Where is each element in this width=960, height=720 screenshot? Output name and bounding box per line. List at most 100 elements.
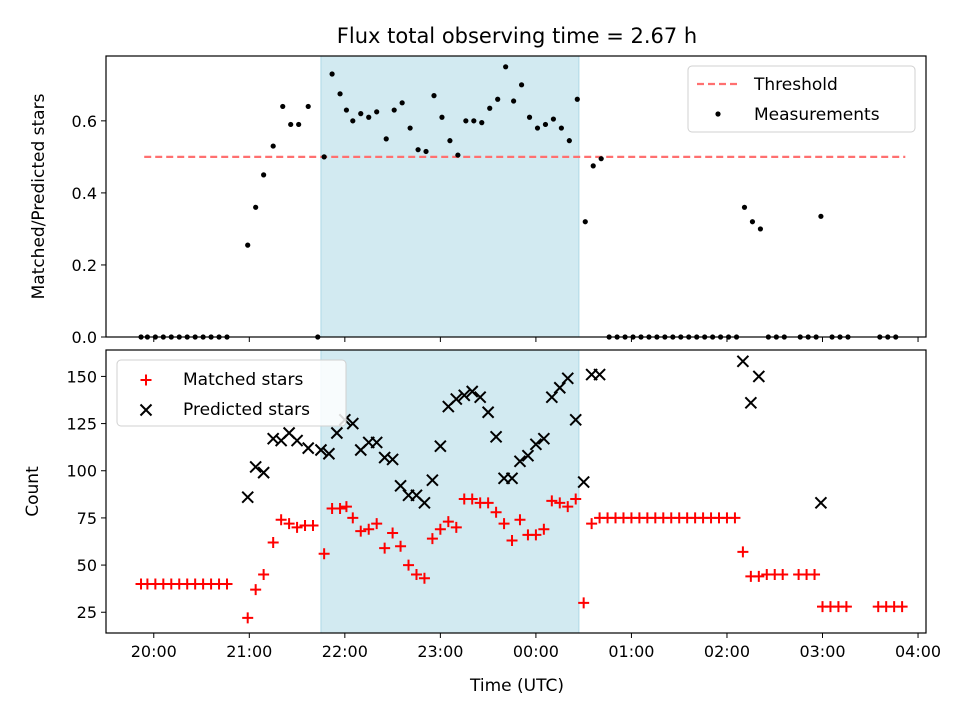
matched-star-point bbox=[250, 584, 262, 596]
bottom-axes-frame bbox=[105, 349, 927, 634]
matched-star-point bbox=[258, 569, 270, 581]
y-tick-label: 0.2 bbox=[72, 256, 97, 275]
x-tick-label: 02:00 bbox=[704, 642, 750, 661]
matched-star-point bbox=[410, 569, 422, 581]
measurement-point bbox=[582, 219, 588, 225]
measurement-point bbox=[518, 82, 525, 88]
y-tick-label: 0.6 bbox=[72, 112, 97, 131]
y-tick-label: 150 bbox=[66, 367, 97, 386]
predicted-star-point bbox=[466, 385, 479, 398]
matched-star-point bbox=[403, 559, 415, 571]
predicted-star-point bbox=[473, 390, 487, 404]
measurement-point bbox=[321, 154, 327, 160]
x-axis-label: Time (UTC) bbox=[469, 676, 564, 696]
predicted-star-point bbox=[302, 441, 315, 455]
predicted-star-point bbox=[394, 479, 407, 493]
measurement-point bbox=[383, 136, 389, 142]
top-x-ticks bbox=[153, 337, 919, 342]
measurement-point bbox=[471, 118, 477, 124]
legend-predicted-swatch bbox=[139, 403, 153, 417]
predicted-star-point bbox=[537, 432, 551, 445]
y-tick-label: 75 bbox=[77, 509, 97, 528]
y-tick-label: 100 bbox=[66, 462, 97, 481]
predicted-star-point bbox=[569, 413, 582, 427]
matched-star-point bbox=[490, 506, 502, 518]
measurement-point bbox=[463, 118, 469, 124]
predicted-star-point bbox=[481, 406, 495, 419]
matched-star-point bbox=[482, 497, 494, 509]
x-tick-label: 01:00 bbox=[608, 642, 654, 661]
measurement-point bbox=[558, 125, 564, 131]
predicted-star-point bbox=[744, 396, 758, 410]
matched-star-point bbox=[387, 527, 399, 539]
measurement-point bbox=[487, 105, 493, 111]
top-legend: Threshold Measurements bbox=[687, 65, 916, 133]
bottom-legend-box bbox=[116, 359, 347, 427]
matched-star-point bbox=[729, 512, 741, 524]
predicted-star-point bbox=[505, 472, 519, 485]
matched-star-point bbox=[809, 569, 821, 581]
predicted-star-point bbox=[330, 426, 344, 440]
measurement-point bbox=[261, 172, 267, 178]
predicted-star-point bbox=[370, 436, 383, 449]
matched-star-point bbox=[840, 601, 852, 613]
measurement-point bbox=[358, 111, 364, 117]
matched-star-point bbox=[418, 572, 430, 584]
legend-predicted-label: Predicted stars bbox=[183, 400, 310, 420]
y-tick-label: 25 bbox=[77, 603, 97, 622]
predicted-star-point bbox=[529, 438, 543, 451]
predicted-star-point bbox=[489, 430, 503, 443]
predicted-star-point bbox=[521, 449, 535, 462]
top-legend-box bbox=[687, 65, 916, 133]
matched-star-point bbox=[434, 523, 446, 535]
predicted-star-point bbox=[290, 434, 304, 447]
measurement-point bbox=[407, 125, 413, 131]
matched-star-point bbox=[334, 502, 346, 514]
matched-star-point bbox=[554, 497, 566, 509]
predicted-star-point bbox=[545, 390, 559, 404]
measurement-point bbox=[749, 219, 756, 225]
matched-star-point bbox=[498, 518, 510, 530]
ratio-panel: 0.0 0.2 0.4 0.6 Matched/Predicted stars Thr… bbox=[29, 55, 927, 347]
measurement-point bbox=[598, 156, 604, 162]
matched-star-point bbox=[242, 612, 254, 624]
matched-star-point bbox=[221, 578, 233, 590]
measurement-point bbox=[503, 64, 509, 70]
predicted-star-point bbox=[752, 370, 766, 383]
legend-matched-label: Matched stars bbox=[183, 370, 303, 390]
matched-star-point bbox=[546, 495, 558, 507]
legend-matched-swatch bbox=[140, 374, 152, 386]
measurement-point bbox=[296, 121, 302, 128]
predicted-star-point bbox=[458, 389, 471, 402]
predicted-star-point bbox=[257, 466, 270, 479]
legend-measurements-swatch bbox=[715, 111, 721, 117]
measurement-point bbox=[253, 204, 259, 210]
observing-window-shade-top bbox=[320, 55, 580, 338]
measurement-point bbox=[741, 204, 748, 210]
matched-star-point bbox=[562, 501, 574, 513]
matched-star-point bbox=[395, 540, 407, 552]
measurement-point bbox=[415, 147, 421, 153]
matched-star-point bbox=[291, 521, 303, 533]
predicted-star-point bbox=[434, 440, 447, 453]
legend-x-marker bbox=[139, 403, 153, 417]
bottom-y-ticks: 25 50 75 100 125 150 bbox=[66, 367, 106, 622]
matched-star-point bbox=[355, 525, 367, 537]
matched-star-point bbox=[318, 548, 330, 560]
predicted-star-point bbox=[814, 496, 828, 510]
predicted-star-point bbox=[249, 460, 262, 474]
matched-star-point bbox=[737, 546, 749, 558]
y-tick-label: 50 bbox=[77, 556, 97, 575]
measurement-point bbox=[479, 120, 485, 126]
matched-star-point bbox=[578, 597, 590, 609]
measurement-point bbox=[337, 91, 343, 97]
y-tick-label: 0.0 bbox=[72, 328, 97, 347]
matched-star-point bbox=[442, 516, 454, 528]
predicted-star-point bbox=[241, 490, 254, 504]
predicted-star-point bbox=[426, 473, 439, 487]
matched-star-point bbox=[379, 542, 391, 554]
measurement-point bbox=[757, 226, 764, 232]
matched-star-point bbox=[896, 601, 908, 613]
measurement-point bbox=[439, 114, 445, 120]
